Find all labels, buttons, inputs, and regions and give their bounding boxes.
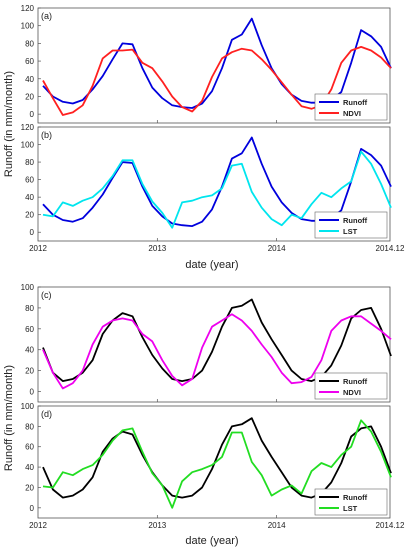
y-tick-label: 20 [25, 483, 34, 492]
x-tick-label: 2012 [29, 521, 47, 530]
y-tick-label: 20 [25, 92, 34, 101]
y-tick-label: 80 [25, 422, 34, 431]
panel-b: 0 20 40 60 80 100 120 2012 2013 2014 2014.12 (b) Run… [21, 123, 405, 253]
legend-label: LST [343, 504, 358, 513]
panel-label: (b) [41, 130, 52, 140]
x-tick-label: 2013 [148, 244, 166, 253]
y-tick-label: 100 [21, 141, 35, 150]
legend-label: LST [343, 227, 358, 236]
legend [314, 372, 388, 400]
y-tick-label: 20 [25, 211, 34, 220]
y-tick-label: 80 [25, 158, 34, 167]
legend [314, 211, 388, 239]
y-tick-label: 0 [30, 228, 35, 237]
panel-c: 0 20 40 60 80 100 (c) Runoff NDVI [21, 283, 392, 403]
y-tick-label: 60 [25, 57, 34, 66]
y-tick-label: 60 [25, 443, 34, 452]
panel-label: (d) [41, 409, 52, 419]
y-tick-label: 100 [21, 402, 35, 411]
series-line-ndvi [42, 46, 392, 116]
panel-label: (c) [41, 290, 52, 300]
legend-label: Runoff [343, 493, 368, 502]
legend-label: NDVI [343, 388, 361, 397]
series-line-lst [42, 150, 392, 229]
bottom-x-axis-title: date (year) [185, 535, 238, 547]
series-line-lst [42, 419, 392, 509]
x-tick-label: 2014.12 [376, 244, 405, 253]
y-tick-label: 40 [25, 75, 34, 84]
legend [314, 93, 388, 121]
panel-label: (a) [41, 11, 52, 21]
y-tick-label: 20 [25, 367, 34, 376]
y-tick-label: 0 [30, 110, 35, 119]
panel-a: 0 20 40 60 80 100 120 (a) Runoff NDVI [21, 4, 392, 124]
y-tick-label: 60 [25, 325, 34, 334]
y-tick-label: 120 [21, 4, 35, 13]
x-tick-label: 2014 [268, 244, 286, 253]
legend-label: Runoff [343, 98, 368, 107]
x-tick-label: 2013 [148, 521, 166, 530]
y-tick-label: 0 [30, 504, 35, 513]
x-tick-label: 2014 [268, 521, 286, 530]
panel-d: 0 20 40 60 80 100 2012 2013 2014 2014.12 (d) Runoff… [21, 402, 405, 530]
top-y-axis-title: Runoff (in mm/month) [3, 71, 15, 177]
legend-label: NDVI [343, 109, 361, 118]
y-tick-label: 40 [25, 193, 34, 202]
y-tick-label: 80 [25, 39, 34, 48]
y-tick-label: 60 [25, 176, 34, 185]
y-tick-label: 100 [21, 283, 35, 292]
bottom-y-axis-title: Runoff (in mm/month) [3, 365, 15, 471]
legend-label: Runoff [343, 377, 368, 386]
y-tick-label: 40 [25, 346, 34, 355]
x-tick-label: 2012 [29, 244, 47, 253]
series-line-ndvi [42, 313, 392, 390]
top-x-axis-title: date (year) [185, 259, 238, 271]
series-line-runoff [42, 298, 392, 383]
y-tick-label: 40 [25, 463, 34, 472]
y-tick-label: 0 [30, 388, 35, 397]
legend [314, 488, 388, 516]
y-tick-label: 100 [21, 22, 35, 31]
y-tick-label: 120 [21, 123, 35, 132]
legend-label: Runoff [343, 216, 368, 225]
y-tick-label: 80 [25, 304, 34, 313]
x-tick-label: 2014.12 [376, 521, 405, 530]
